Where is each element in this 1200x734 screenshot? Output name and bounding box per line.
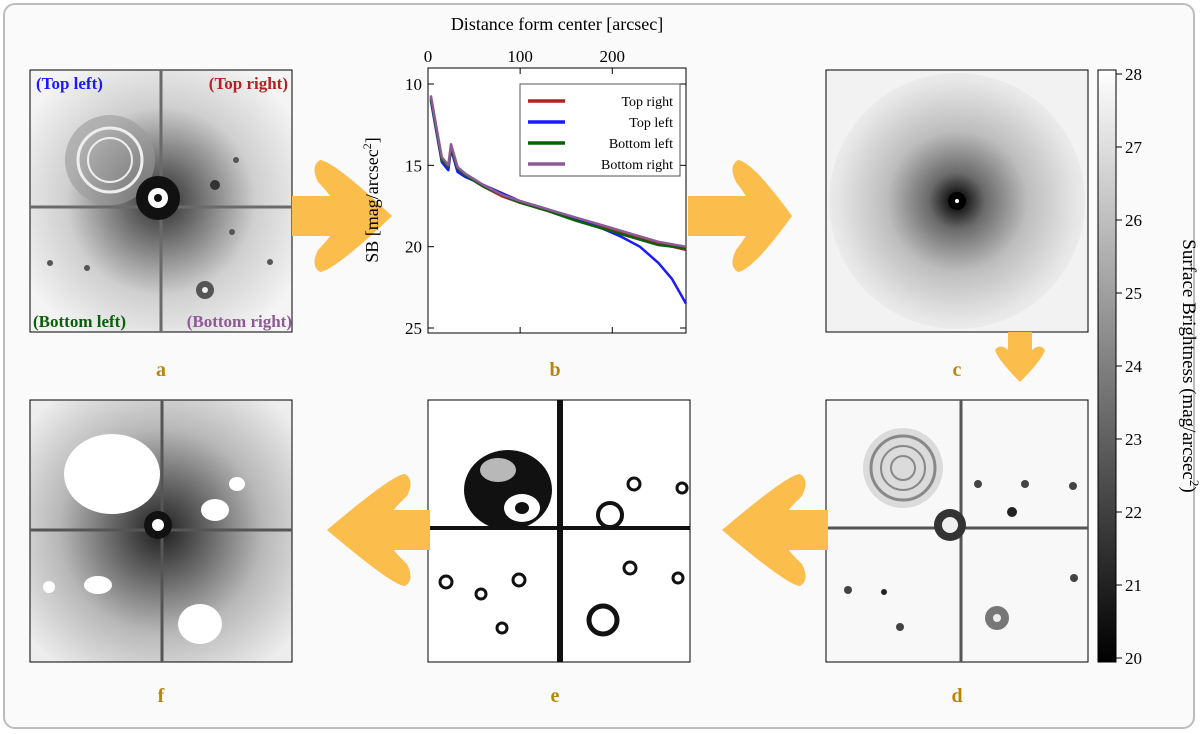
chart-x-tick-label: 0 [424,47,433,66]
chart-y-tick-label: 10 [405,75,422,94]
legend-label: Bottom right [601,158,673,173]
colorbar-tick-label: 25 [1125,284,1142,303]
chart-legend: Top right Top left Bottom left Bottom right [519,83,681,177]
label-top-left: (Top left) [36,74,103,93]
label-bottom-left: (Bottom left) [33,312,126,331]
chart-y-tick-label: 20 [405,238,422,257]
colorbar-gradient [1097,69,1117,663]
panel-f-image [29,399,293,663]
label-top-right: (Top right) [209,74,288,93]
legend-label: Top left [629,116,673,131]
panel-b-chart: Distance form center [arcsec] 0 100 200 10… [360,14,688,338]
chart-y-tick-label: 15 [405,156,422,175]
panel-f-masked-region [64,434,160,514]
chart-y-tick-label: 25 [405,319,422,338]
colorbar-tick-label: 27 [1125,138,1143,157]
panel-letter-b: b [549,359,560,381]
arrow-b-to-c [688,160,792,272]
panel-c-image [825,69,1089,333]
chart-x-tick-label: 200 [600,47,626,66]
chart-xlabel: Distance form center [arcsec] [451,14,663,34]
arrow-d-to-e [722,474,828,586]
arrow-a-to-b [292,160,392,272]
chart-x-tick-label: 100 [507,47,533,66]
panel-a-image [29,69,293,333]
legend-label: Bottom left [609,137,673,152]
panel-letter-a: a [156,359,166,381]
panel-letter-f: f [158,685,165,707]
panel-letter-c: c [953,359,962,381]
label-bottom-right: (Bottom right) [187,312,292,331]
chart-series-top-left [429,100,688,305]
legend-label: Top right [621,95,673,110]
panel-letter-d: d [951,685,962,707]
colorbar-tick-label: 26 [1125,211,1142,230]
colorbar-tick-label: 23 [1125,430,1142,449]
colorbar: 20 21 22 23 24 25 26 27 28 Surface Brightness (m… [1097,65,1200,668]
colorbar-tick-label: 21 [1125,576,1142,595]
panel-e-image [427,399,691,663]
colorbar-tick-label: 24 [1125,357,1143,376]
colorbar-tick-label: 22 [1125,503,1142,522]
chart-series-bottom-left [429,98,687,250]
colorbar-tick-label: 20 [1125,649,1142,668]
arrow-c-to-d [995,332,1045,382]
chart-ylabel: SB [mag/arcsec2] [360,137,382,262]
chart-series-bottom-right [429,95,687,248]
colorbar-label: Surface Brightness (mag/arcsec2) [1178,239,1200,492]
panel-letter-e: e [551,685,560,707]
panel-a-ring [76,126,144,194]
arrow-e-to-f [327,474,430,586]
colorbar-tick-label: 28 [1125,65,1142,84]
panel-d-image [825,399,1089,663]
